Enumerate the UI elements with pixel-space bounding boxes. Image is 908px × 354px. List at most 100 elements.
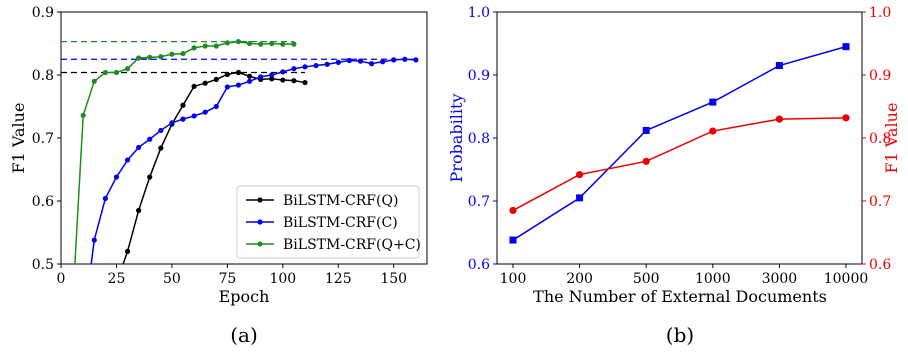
data-point bbox=[413, 57, 419, 63]
x-tick-label: 500 bbox=[633, 271, 660, 287]
data-point-square bbox=[842, 43, 850, 51]
panel-a-legend: BiLSTM-CRF(Q) BiLSTM-CRF(C) BiLSTM-CRF(Q+C… bbox=[236, 185, 421, 259]
data-point-circle bbox=[576, 170, 584, 179]
data-point bbox=[80, 112, 86, 118]
data-point bbox=[169, 51, 175, 57]
data-point bbox=[280, 41, 286, 47]
data-point bbox=[280, 69, 286, 75]
y-tick-label: 0.6 bbox=[32, 194, 54, 210]
panel-a-subcaption: (a) bbox=[230, 323, 258, 347]
x-tick-label: 125 bbox=[325, 271, 352, 287]
data-point bbox=[113, 69, 120, 76]
data-point bbox=[202, 80, 208, 86]
data-point-square bbox=[775, 62, 783, 70]
data-point bbox=[158, 54, 164, 60]
data-point bbox=[213, 76, 219, 83]
panel-b-left-y-ticks: 0.6 0.7 0.8 0.9 1.0 bbox=[468, 5, 497, 273]
data-point bbox=[280, 77, 286, 83]
series-line bbox=[512, 117, 847, 212]
x-tick-label: 1000 bbox=[695, 271, 731, 287]
data-point-square bbox=[576, 194, 584, 202]
data-point bbox=[346, 57, 352, 64]
data-point-square bbox=[509, 236, 517, 244]
data-point bbox=[136, 55, 142, 61]
data-point bbox=[291, 78, 297, 84]
right-y-tick-label: 1.0 bbox=[869, 5, 891, 21]
data-point bbox=[202, 43, 208, 49]
left-y-tick-label: 0.7 bbox=[468, 194, 490, 210]
data-point bbox=[147, 136, 153, 142]
x-tick-label: 100 bbox=[269, 271, 296, 287]
right-y-tick-label: 0.6 bbox=[869, 257, 891, 273]
data-point bbox=[158, 127, 164, 134]
panel-a-y-ticks: 0.5 0.6 0.7 0.8 0.9 bbox=[32, 5, 61, 273]
x-tick-label: 150 bbox=[380, 271, 407, 287]
data-point-circle bbox=[842, 114, 850, 122]
data-point bbox=[391, 57, 397, 63]
data-point-circle bbox=[642, 157, 650, 165]
legend-label: BiLSTM-CRF(Q+C) bbox=[283, 237, 421, 253]
data-point bbox=[213, 43, 219, 49]
legend-label: BiLSTM-CRF(Q) bbox=[283, 193, 398, 209]
data-point bbox=[235, 39, 242, 45]
data-point bbox=[302, 79, 308, 86]
data-point bbox=[291, 41, 297, 47]
data-point bbox=[357, 58, 364, 64]
data-point bbox=[368, 61, 375, 67]
panel-a-x-axis-label: Epoch bbox=[219, 287, 270, 306]
data-point bbox=[269, 76, 275, 82]
x-tick-label: 3000 bbox=[762, 271, 798, 287]
x-tick-label: 200 bbox=[566, 271, 593, 287]
panel-b-x-ticks: 100 200 500 1000 3000 10000 bbox=[500, 264, 868, 287]
data-point bbox=[180, 50, 186, 57]
y-tick-label: 0.8 bbox=[32, 68, 54, 84]
y-tick-label: 0.7 bbox=[32, 131, 54, 147]
data-point bbox=[124, 157, 131, 163]
data-point bbox=[246, 73, 253, 79]
panel-b-series bbox=[509, 43, 850, 244]
panel-a-y-axis-label: F1 Value bbox=[9, 103, 28, 174]
data-point bbox=[91, 78, 97, 84]
left-y-tick-label: 0.9 bbox=[468, 68, 490, 84]
legend-marker bbox=[257, 197, 263, 203]
data-point bbox=[191, 83, 197, 89]
data-point-circle bbox=[709, 127, 717, 135]
legend-label: BiLSTM-CRF(C) bbox=[283, 215, 398, 231]
data-point-square bbox=[709, 98, 717, 106]
data-point bbox=[147, 174, 153, 180]
x-tick-label: 25 bbox=[108, 271, 126, 287]
data-point bbox=[136, 207, 142, 214]
right-y-tick-label: 0.9 bbox=[869, 68, 891, 84]
y-tick-label: 0.5 bbox=[32, 257, 54, 273]
data-point bbox=[124, 248, 131, 254]
data-point bbox=[147, 54, 153, 60]
data-point bbox=[402, 56, 408, 62]
panel-b-right-y-ticks: 0.6 0.7 0.8 0.9 1.0 bbox=[862, 5, 891, 273]
panel-b-left-y-axis-label: Probability bbox=[447, 94, 466, 183]
legend-box bbox=[236, 185, 420, 259]
panel-a-series bbox=[74, 39, 419, 264]
data-point bbox=[324, 61, 330, 67]
legend-marker bbox=[257, 219, 263, 225]
panel-a-best-lines bbox=[61, 40, 416, 74]
data-point bbox=[113, 174, 120, 180]
data-point bbox=[136, 144, 142, 151]
panel-b-right-y-axis-label: F1 Value bbox=[882, 103, 901, 174]
data-point bbox=[235, 82, 242, 88]
data-point bbox=[224, 40, 230, 46]
data-point-circle bbox=[775, 115, 784, 123]
data-point bbox=[258, 41, 264, 47]
left-y-tick-label: 0.8 bbox=[468, 131, 490, 147]
data-point bbox=[258, 74, 264, 80]
panel-a-x-ticks: 0 25 50 75 100 125 150 bbox=[57, 264, 407, 287]
data-point bbox=[202, 109, 208, 115]
data-point bbox=[224, 71, 230, 77]
data-point bbox=[269, 72, 275, 78]
right-y-tick-label: 0.7 bbox=[869, 194, 891, 210]
data-point bbox=[335, 59, 341, 65]
panel-b: 100 200 500 1000 3000 10000 0.6 0.7 0.8 0.9 1.0 0… bbox=[447, 5, 901, 347]
data-point-circle bbox=[509, 206, 517, 215]
data-point bbox=[191, 45, 197, 51]
data-point bbox=[213, 103, 219, 110]
x-tick-label: 0 bbox=[57, 271, 66, 287]
